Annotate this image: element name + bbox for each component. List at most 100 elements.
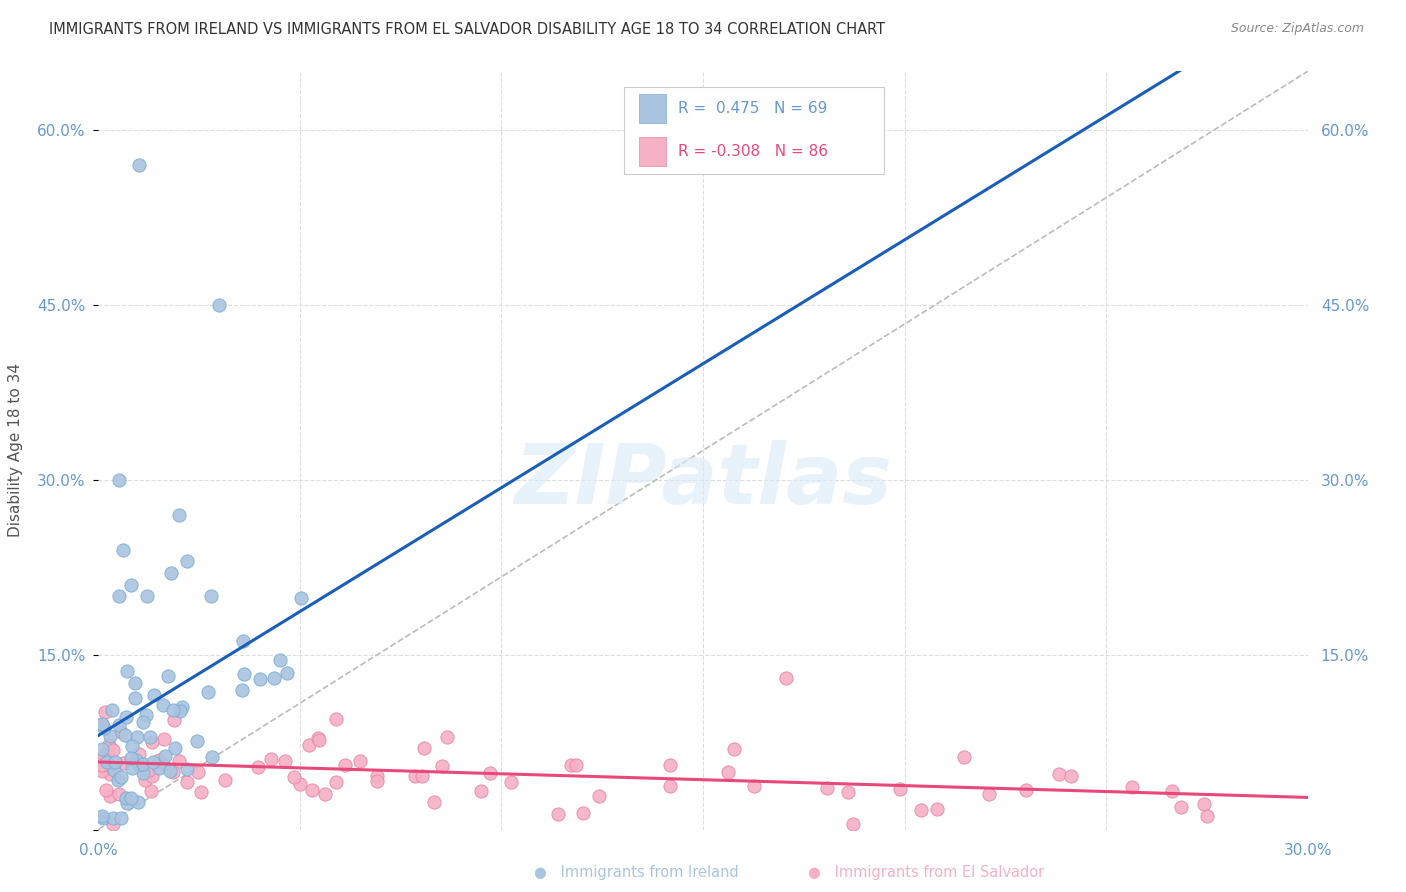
Point — [1194, 797, 1216, 811]
Point — [478, 765, 501, 780]
Point — [307, 731, 329, 745]
Point — [132, 715, 155, 730]
Point — [723, 741, 745, 756]
Point — [115, 710, 138, 724]
Point — [155, 748, 177, 763]
Point — [91, 716, 114, 731]
Point — [572, 805, 595, 820]
Point — [94, 753, 117, 767]
Point — [200, 589, 222, 603]
Point — [152, 698, 174, 713]
Point — [165, 741, 187, 756]
Point — [186, 765, 208, 780]
Point — [1195, 809, 1218, 823]
Point — [156, 669, 179, 683]
Point — [366, 774, 388, 789]
Point — [97, 747, 120, 761]
Point — [128, 747, 150, 761]
Y-axis label: Disability Age 18 to 34: Disability Age 18 to 34 — [8, 363, 22, 538]
Point — [283, 770, 305, 784]
Point — [121, 761, 143, 775]
Point — [134, 772, 156, 787]
Point — [889, 782, 911, 797]
FancyBboxPatch shape — [638, 137, 665, 166]
Point — [842, 816, 865, 830]
Point — [201, 750, 224, 764]
Point — [148, 761, 170, 775]
Point — [260, 752, 283, 766]
Point — [100, 730, 122, 744]
Point — [162, 765, 184, 780]
Point — [101, 811, 124, 825]
Point — [404, 768, 426, 782]
Point — [232, 667, 254, 681]
Point — [588, 789, 610, 803]
Point — [163, 713, 186, 727]
Point — [128, 758, 150, 772]
Point — [423, 795, 446, 809]
Text: ZIPatlas: ZIPatlas — [515, 441, 891, 521]
Point — [120, 790, 142, 805]
Point — [565, 758, 588, 772]
Point — [470, 783, 492, 797]
Point — [121, 739, 143, 753]
Point — [274, 754, 297, 768]
Point — [120, 751, 142, 765]
Point — [108, 718, 131, 732]
Point — [977, 788, 1000, 802]
Point — [172, 700, 194, 714]
Text: ●   Immigrants from Ireland: ● Immigrants from Ireland — [534, 865, 740, 880]
Point — [1161, 783, 1184, 797]
Point — [927, 802, 949, 816]
Point — [1170, 799, 1192, 814]
Point — [167, 754, 190, 768]
Point — [127, 795, 149, 809]
Point — [176, 775, 198, 789]
Point — [190, 785, 212, 799]
Point — [94, 705, 117, 719]
Text: IMMIGRANTS FROM IRELAND VS IMMIGRANTS FROM EL SALVADOR DISABILITY AGE 18 TO 34 C: IMMIGRANTS FROM IRELAND VS IMMIGRANTS FR… — [49, 22, 886, 37]
Point — [139, 730, 162, 744]
Point — [176, 763, 198, 777]
Point — [815, 780, 838, 795]
Point — [430, 759, 453, 773]
Point — [110, 770, 132, 784]
Point — [125, 730, 148, 744]
Point — [141, 769, 163, 783]
Point — [314, 787, 336, 801]
Point — [159, 764, 181, 779]
Point — [1015, 783, 1038, 797]
Point — [103, 743, 125, 757]
Point — [111, 542, 134, 557]
Point — [135, 708, 157, 723]
Point — [97, 738, 120, 752]
Point — [91, 811, 114, 825]
Point — [148, 753, 170, 767]
Point — [91, 717, 114, 731]
Point — [547, 806, 569, 821]
Point — [91, 742, 114, 756]
Point — [91, 764, 114, 778]
Text: Source: ZipAtlas.com: Source: ZipAtlas.com — [1230, 22, 1364, 36]
Point — [952, 749, 974, 764]
Point — [1121, 780, 1143, 794]
Point — [176, 554, 198, 568]
Point — [115, 790, 138, 805]
Point — [96, 756, 118, 770]
Point — [107, 773, 129, 788]
Point — [560, 758, 582, 772]
Point — [115, 664, 138, 678]
Point — [167, 508, 190, 522]
Text: R = -0.308   N = 86: R = -0.308 N = 86 — [678, 145, 828, 160]
Point — [124, 691, 146, 706]
Text: R =  0.475   N = 69: R = 0.475 N = 69 — [678, 101, 827, 116]
Point — [910, 803, 932, 817]
Point — [98, 789, 121, 804]
Point — [111, 756, 134, 770]
Point — [658, 779, 681, 793]
Point — [107, 589, 129, 603]
Point — [290, 777, 312, 791]
Point — [499, 775, 522, 789]
Point — [742, 779, 765, 793]
Point — [197, 685, 219, 699]
